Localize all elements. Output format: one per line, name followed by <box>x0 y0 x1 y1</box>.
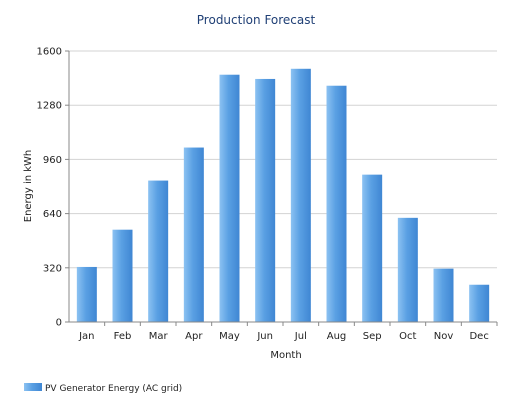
x-tick-label-sep: Sep <box>363 331 382 342</box>
x-tick-label-jul: Jul <box>294 331 307 342</box>
x-tick-label-jun: Jun <box>256 331 273 342</box>
x-tick-label-aug: Aug <box>327 331 347 342</box>
x-tick-label-oct: Oct <box>399 331 416 342</box>
x-tick-label-may: May <box>219 331 240 342</box>
legend-swatch <box>24 383 42 391</box>
gridlines <box>69 50 497 269</box>
y-tick-label: 0 <box>56 318 62 329</box>
bar-apr <box>183 147 204 322</box>
bar-nov <box>433 268 454 322</box>
y-tick-label: 320 <box>43 263 62 274</box>
x-tick-label-nov: Nov <box>434 331 454 342</box>
x-axis-ticks: Jan Feb Mar Apr May Jun Jul Aug Sep Oct Nov Dec <box>78 322 498 342</box>
bar-feb <box>112 229 133 322</box>
legend-label: PV Generator Energy (AC grid) <box>45 384 182 394</box>
bar-oct <box>397 217 418 322</box>
y-tick-label: 640 <box>43 209 62 220</box>
bar-mar <box>148 180 169 322</box>
bar-aug <box>326 85 347 322</box>
x-tick-label-jan: Jan <box>78 331 94 342</box>
x-tick-label-dec: Dec <box>469 331 488 342</box>
chart-title: Production Forecast <box>197 13 316 27</box>
bars <box>76 68 490 323</box>
x-tick-label-mar: Mar <box>149 331 169 342</box>
y-tick-label: 960 <box>43 155 62 166</box>
bar-dec <box>469 284 490 322</box>
x-axis-label: Month <box>270 350 301 361</box>
x-tick-label-apr: Apr <box>185 331 203 342</box>
bar-jan <box>76 266 97 322</box>
y-tick-label: 1280 <box>37 101 62 112</box>
bar-jun <box>255 78 276 323</box>
y-axis-ticks: 0 320 640 960 1280 1600 <box>37 47 69 329</box>
bar-sep <box>362 174 383 322</box>
legend: PV Generator Energy (AC grid) <box>24 383 182 394</box>
bar-may <box>219 74 240 323</box>
x-tick-label-feb: Feb <box>114 331 132 342</box>
y-tick-label: 1600 <box>37 47 62 58</box>
y-axis-label: Energy in kWh <box>23 150 34 223</box>
bar-jul <box>290 68 311 322</box>
